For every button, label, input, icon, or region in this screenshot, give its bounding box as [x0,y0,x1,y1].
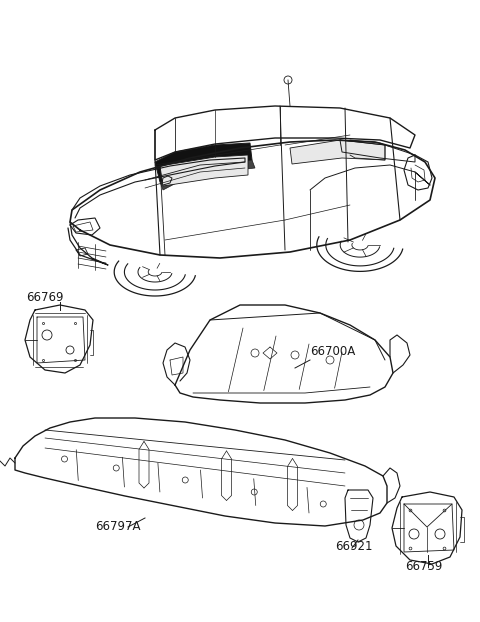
Polygon shape [160,155,248,186]
Polygon shape [290,140,385,164]
Text: 66769: 66769 [26,291,63,304]
Polygon shape [155,143,252,182]
Polygon shape [160,160,255,190]
Text: 66700A: 66700A [310,345,355,358]
Text: 66921: 66921 [335,540,372,553]
Text: 66797A: 66797A [95,520,141,533]
Text: 66759: 66759 [405,560,443,573]
